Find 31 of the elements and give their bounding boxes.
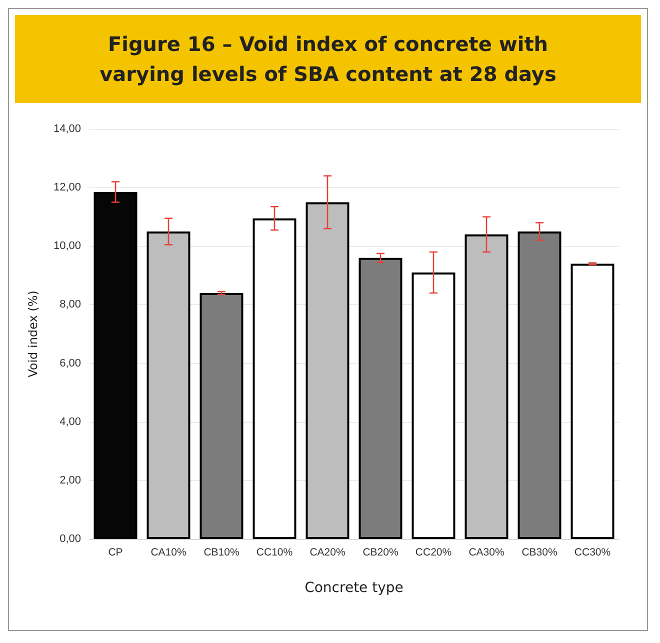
bar [518,232,562,539]
x-tick-label: CB30% [522,546,558,558]
bar [252,218,296,539]
y-tick-label: 4,00 [60,416,81,428]
bar [306,202,350,539]
bar [146,232,190,539]
x-tick-label: CA20% [310,546,346,558]
bar [570,264,614,539]
x-tick-label: CP [108,546,123,558]
chart-title: Figure 16 – Void index of concrete with varying levels of SBA content at 28 days [15,15,641,103]
x-tick-label: CC20% [415,546,452,558]
x-tick-label: CB10% [204,546,240,558]
y-axis-title: Void index (%) [26,290,40,378]
y-tick-label: 10,00 [53,240,81,252]
y-tick-label: 0,00 [60,533,81,545]
x-tick-label: CC30% [574,546,611,558]
y-tick-label: 14,00 [53,123,81,135]
y-tick-label: 8,00 [60,298,81,311]
x-axis-title: Concrete type [304,580,404,596]
bar [94,192,138,539]
bar [358,258,402,539]
y-tick-label: 2,00 [60,474,81,486]
x-tick-label: CA10% [150,546,186,558]
x-tick-label: CA30% [468,546,504,558]
y-tick-label: 12,00 [53,182,81,194]
x-tick-label: CC10% [256,546,293,558]
bar [412,272,456,539]
bar [200,293,244,539]
bar [464,234,508,539]
x-tick-label: CB20% [362,546,398,558]
y-tick-label: 6,00 [60,357,81,370]
